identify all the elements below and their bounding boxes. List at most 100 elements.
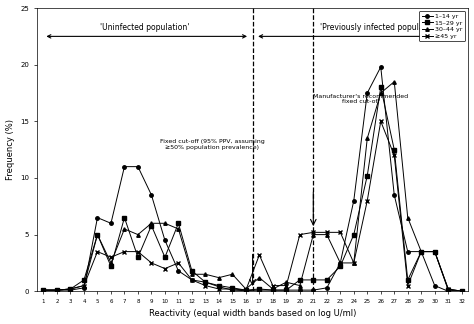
15–29 yr: [365, 174, 370, 178]
≥45 yr: [392, 153, 397, 157]
30–44 yr: [419, 250, 424, 254]
15–29 yr: [378, 86, 383, 89]
≥45 yr: [108, 255, 114, 259]
1–14 yr: [135, 165, 141, 168]
30–44 yr: [175, 227, 181, 231]
15–29 yr: [81, 278, 87, 282]
≥45 yr: [216, 287, 222, 291]
1–14 yr: [392, 193, 397, 197]
≥45 yr: [270, 284, 276, 287]
30–44 yr: [337, 261, 343, 265]
≥45 yr: [283, 284, 289, 287]
30–44 yr: [189, 272, 195, 276]
30–44 yr: [202, 272, 208, 276]
30–44 yr: [68, 287, 73, 291]
≥45 yr: [202, 284, 208, 287]
15–29 yr: [459, 289, 465, 293]
1–14 yr: [446, 289, 451, 293]
1–14 yr: [189, 278, 195, 282]
15–29 yr: [95, 233, 100, 237]
1–14 yr: [122, 165, 128, 168]
30–44 yr: [108, 261, 114, 265]
≥45 yr: [175, 261, 181, 265]
30–44 yr: [162, 221, 168, 225]
30–44 yr: [122, 227, 128, 231]
≥45 yr: [419, 250, 424, 254]
≥45 yr: [243, 288, 249, 292]
1–14 yr: [283, 288, 289, 292]
≥45 yr: [68, 287, 73, 291]
1–14 yr: [54, 288, 60, 292]
1–14 yr: [95, 216, 100, 220]
1–14 yr: [243, 289, 249, 293]
30–44 yr: [459, 289, 465, 293]
1–14 yr: [108, 221, 114, 225]
30–44 yr: [324, 233, 329, 237]
≥45 yr: [135, 250, 141, 254]
1–14 yr: [270, 288, 276, 292]
15–29 yr: [54, 288, 60, 292]
30–44 yr: [310, 233, 316, 237]
15–29 yr: [162, 255, 168, 259]
Text: Fixed cut-off (95% PPV, assuming
≥50% population prevalence): Fixed cut-off (95% PPV, assuming ≥50% po…: [160, 139, 264, 150]
≥45 yr: [95, 250, 100, 254]
30–44 yr: [95, 233, 100, 237]
15–29 yr: [337, 264, 343, 268]
Text: 'Uninfected population': 'Uninfected population': [100, 23, 189, 32]
30–44 yr: [392, 80, 397, 84]
15–29 yr: [202, 280, 208, 284]
Text: Manufacturer's recommended
fixed cut-off: Manufacturer's recommended fixed cut-off: [313, 94, 408, 104]
Legend: 1–14 yr, 15–29 yr, 30–44 yr, ≥45 yr: 1–14 yr, 15–29 yr, 30–44 yr, ≥45 yr: [419, 11, 465, 41]
1–14 yr: [41, 288, 46, 292]
≥45 yr: [122, 250, 128, 254]
15–29 yr: [243, 288, 249, 292]
30–44 yr: [446, 287, 451, 291]
1–14 yr: [148, 193, 154, 197]
1–14 yr: [310, 288, 316, 292]
≥45 yr: [148, 261, 154, 265]
30–44 yr: [148, 221, 154, 225]
≥45 yr: [446, 287, 451, 291]
30–44 yr: [41, 288, 46, 292]
≥45 yr: [351, 261, 356, 265]
30–44 yr: [378, 91, 383, 95]
30–44 yr: [81, 284, 87, 287]
≥45 yr: [297, 233, 303, 237]
30–44 yr: [54, 288, 60, 292]
15–29 yr: [446, 288, 451, 292]
15–29 yr: [405, 278, 410, 282]
15–29 yr: [432, 250, 438, 254]
15–29 yr: [324, 278, 329, 282]
30–44 yr: [135, 233, 141, 237]
Line: ≥45 yr: ≥45 yr: [42, 120, 464, 293]
15–29 yr: [41, 288, 46, 292]
1–14 yr: [432, 284, 438, 287]
15–29 yr: [351, 233, 356, 237]
30–44 yr: [405, 216, 410, 220]
30–44 yr: [283, 280, 289, 284]
15–29 yr: [297, 278, 303, 282]
1–14 yr: [81, 286, 87, 290]
15–29 yr: [175, 221, 181, 225]
30–44 yr: [351, 261, 356, 265]
≥45 yr: [459, 289, 465, 293]
30–44 yr: [432, 250, 438, 254]
1–14 yr: [378, 65, 383, 69]
30–44 yr: [216, 276, 222, 280]
1–14 yr: [162, 238, 168, 242]
30–44 yr: [270, 287, 276, 291]
1–14 yr: [351, 199, 356, 202]
X-axis label: Reactivity (equal width bands based on log U/ml): Reactivity (equal width bands based on l…: [149, 309, 356, 318]
1–14 yr: [459, 289, 465, 293]
≥45 yr: [256, 253, 262, 257]
15–29 yr: [135, 255, 141, 259]
≥45 yr: [189, 278, 195, 282]
1–14 yr: [256, 288, 262, 292]
Text: 'Previously infected population': 'Previously infected population': [320, 23, 441, 32]
≥45 yr: [432, 250, 438, 254]
30–44 yr: [256, 276, 262, 280]
≥45 yr: [378, 119, 383, 123]
Y-axis label: Frequency (%): Frequency (%): [6, 119, 15, 180]
≥45 yr: [54, 288, 60, 292]
1–14 yr: [175, 269, 181, 273]
